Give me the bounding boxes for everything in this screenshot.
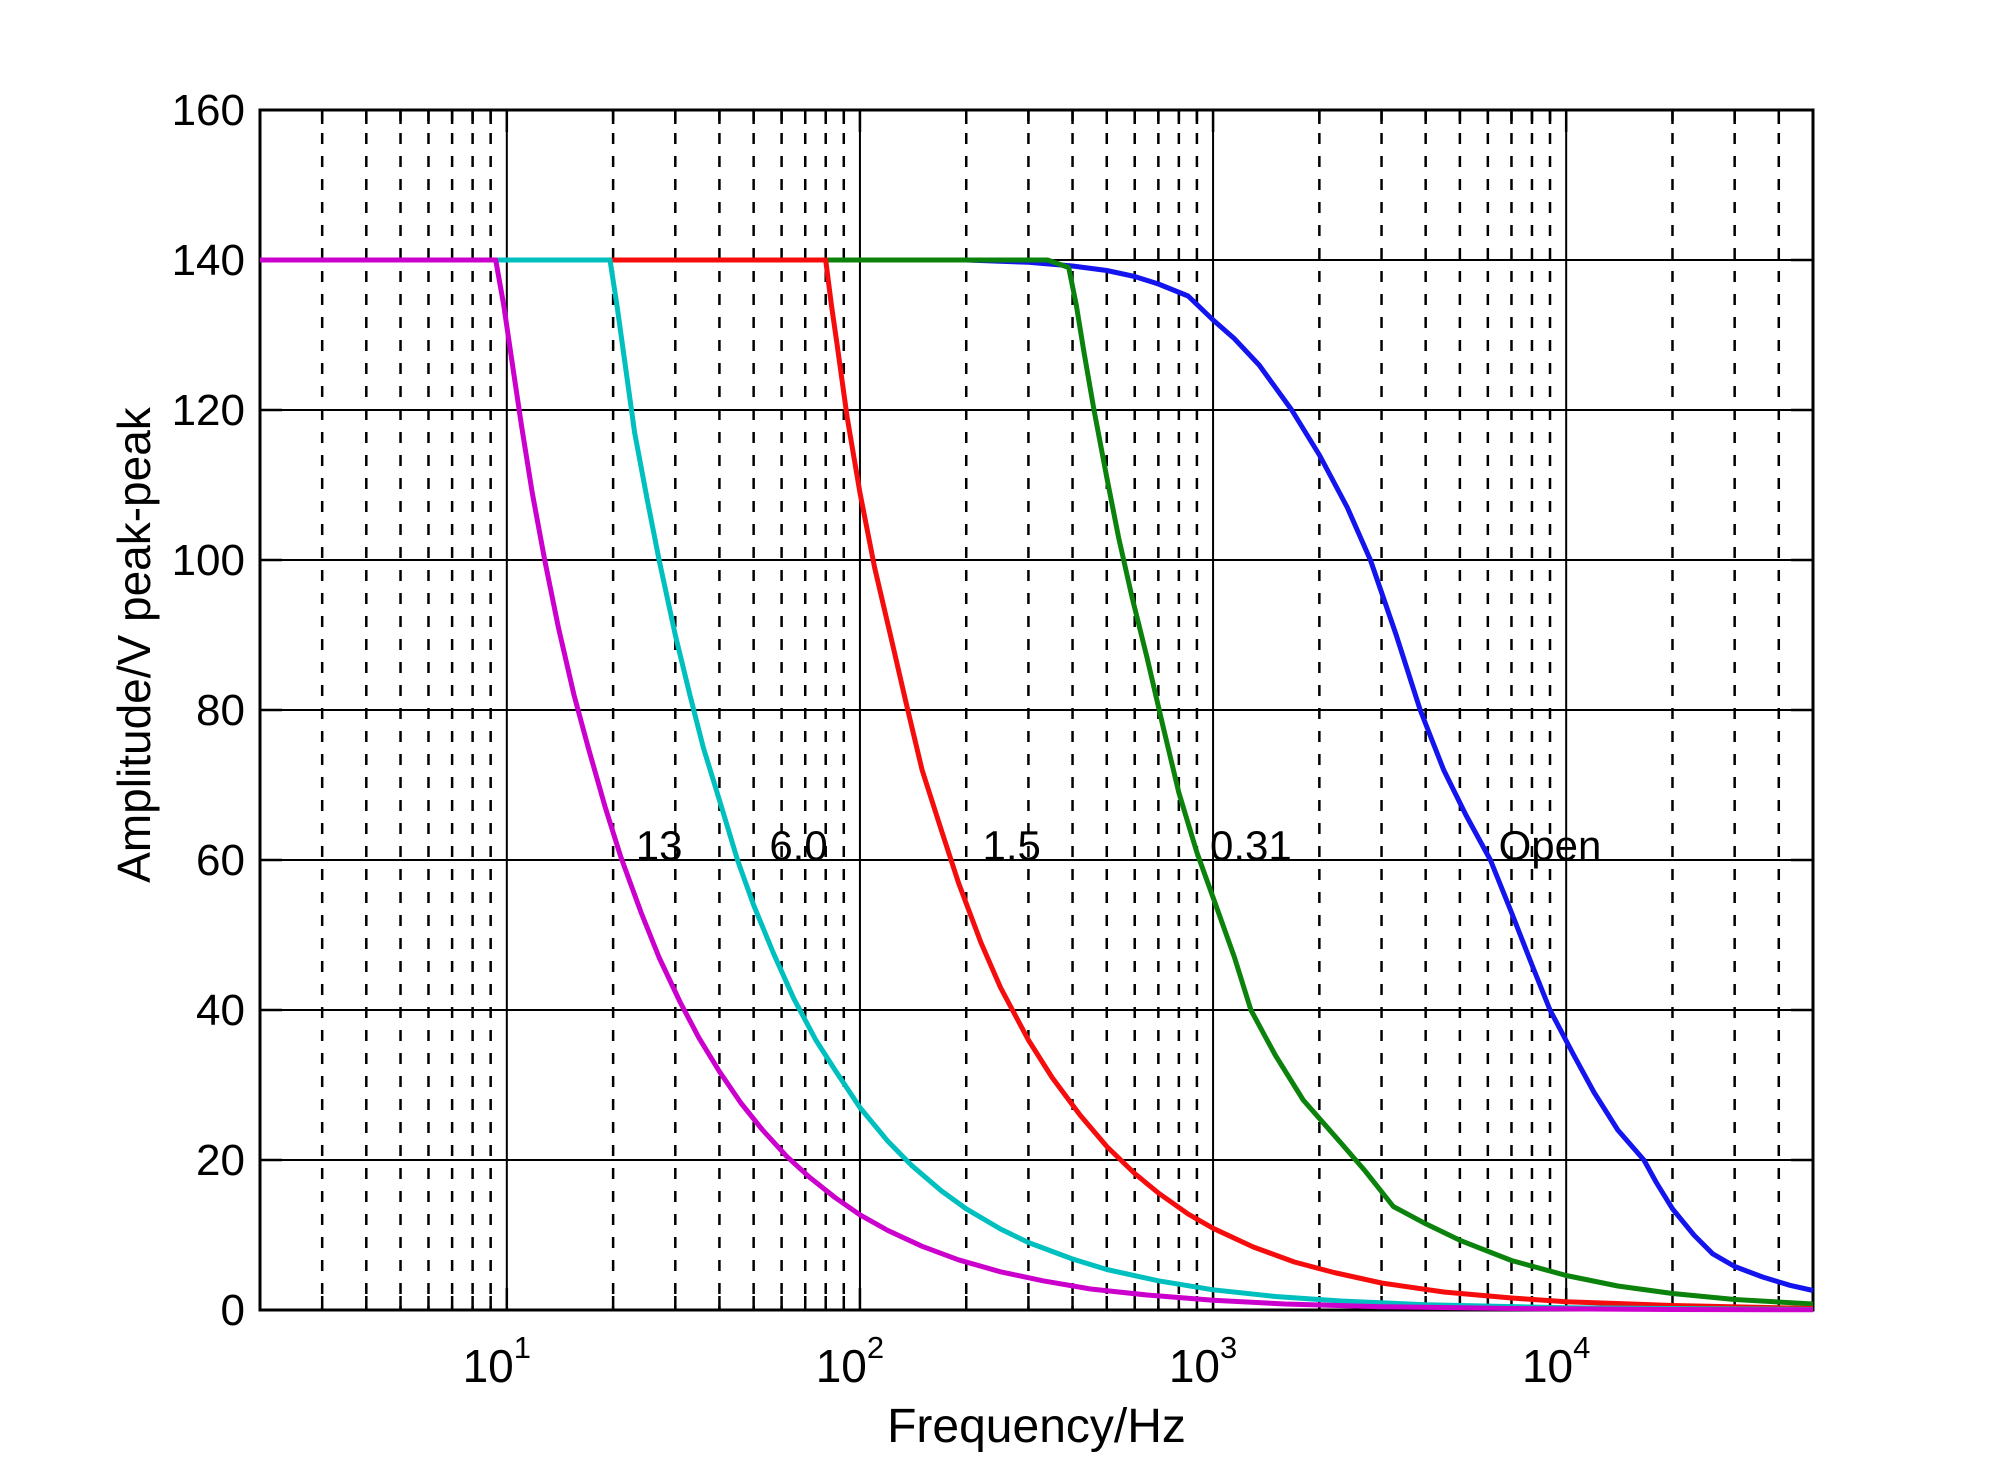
curve-6-0	[260, 257, 1814, 1312]
curve-label-13: 13	[636, 822, 683, 869]
y-tick-label: 20	[196, 1136, 245, 1185]
y-tick-label: 100	[172, 536, 245, 585]
curve-label-6-0: 6.0	[769, 822, 827, 869]
curve-label-1-5: 1.5	[982, 822, 1040, 869]
curves	[260, 257, 1814, 1313]
curve-0-31	[260, 257, 1814, 1307]
x-tick-labels: 101 102 103 104	[463, 1330, 1591, 1392]
curve-13	[260, 257, 1814, 1313]
y-tick-label: 0	[221, 1286, 245, 1335]
y-tick-label: 160	[172, 86, 245, 135]
x-tick-label: 101	[463, 1330, 531, 1392]
y-tick-label: 120	[172, 386, 245, 435]
x-tick-label: 102	[816, 1330, 884, 1392]
curve-labels: Open 0.31 1.5 6.0 13	[636, 822, 1602, 869]
y-tick-label: 40	[196, 986, 245, 1035]
y-tick-label: 80	[196, 686, 245, 735]
curve-1-5	[260, 257, 1814, 1311]
y-tick-label: 60	[196, 836, 245, 885]
y-tick-labels: 0 20 40 60 80 100 120 140 160	[172, 86, 245, 1335]
curve-open	[260, 257, 1814, 1293]
x-axis-label: Frequency/Hz	[887, 1400, 1186, 1453]
plot-border	[258, 108, 1815, 1312]
curve-label-0-31: 0.31	[1210, 822, 1292, 869]
y-tick-label: 140	[172, 236, 245, 285]
x-tick-label: 103	[1169, 1330, 1237, 1392]
y-axis-label: Amplitude/V peak-peak	[108, 406, 160, 883]
curve-label-open: Open	[1499, 822, 1602, 869]
x-tick-label: 104	[1522, 1330, 1590, 1392]
